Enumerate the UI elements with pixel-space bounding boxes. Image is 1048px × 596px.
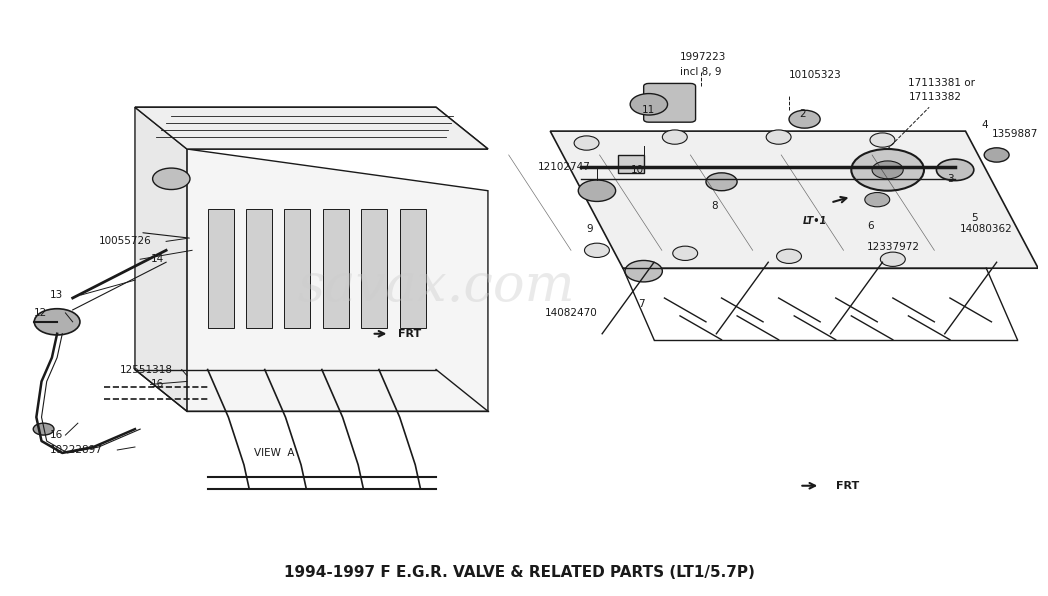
Text: FRT: FRT xyxy=(835,481,859,491)
Circle shape xyxy=(777,249,802,263)
Circle shape xyxy=(630,94,668,115)
Text: 10: 10 xyxy=(631,165,645,175)
Circle shape xyxy=(880,252,905,266)
Text: 12: 12 xyxy=(35,308,47,318)
Text: 16: 16 xyxy=(50,430,63,440)
Text: 5: 5 xyxy=(970,213,978,222)
Polygon shape xyxy=(323,209,349,328)
Text: savax.com: savax.com xyxy=(298,260,575,312)
FancyBboxPatch shape xyxy=(643,83,696,122)
Text: 12102747: 12102747 xyxy=(538,162,591,172)
Text: 11: 11 xyxy=(641,105,655,115)
Circle shape xyxy=(865,193,890,207)
Circle shape xyxy=(789,110,821,128)
Polygon shape xyxy=(617,155,643,173)
Polygon shape xyxy=(399,209,425,328)
Text: 2: 2 xyxy=(800,110,806,119)
Text: 6: 6 xyxy=(867,222,873,231)
Circle shape xyxy=(662,130,687,144)
Circle shape xyxy=(153,168,190,190)
Text: 1997223: 1997223 xyxy=(680,52,726,61)
Circle shape xyxy=(870,133,895,147)
Circle shape xyxy=(673,246,698,260)
Text: LT•1: LT•1 xyxy=(803,216,827,225)
Circle shape xyxy=(35,309,80,335)
Text: FRT: FRT xyxy=(397,329,421,339)
Circle shape xyxy=(706,173,737,191)
Circle shape xyxy=(585,243,609,257)
Polygon shape xyxy=(550,131,1039,268)
Circle shape xyxy=(625,260,662,282)
Text: 10055726: 10055726 xyxy=(99,237,151,246)
Text: 9: 9 xyxy=(587,225,593,234)
Text: 17113382: 17113382 xyxy=(909,92,961,101)
Text: 13: 13 xyxy=(50,290,63,300)
Text: incl 8, 9: incl 8, 9 xyxy=(680,67,721,76)
Circle shape xyxy=(578,180,615,201)
Text: 4: 4 xyxy=(981,120,987,130)
Text: VIEW  A: VIEW A xyxy=(255,448,294,458)
Circle shape xyxy=(34,423,54,435)
Polygon shape xyxy=(135,107,488,149)
Text: 16: 16 xyxy=(151,380,163,389)
Circle shape xyxy=(984,148,1009,162)
Circle shape xyxy=(574,136,599,150)
Polygon shape xyxy=(135,107,187,411)
Polygon shape xyxy=(284,209,310,328)
Text: 8: 8 xyxy=(712,201,718,210)
Polygon shape xyxy=(187,149,488,411)
Circle shape xyxy=(766,130,791,144)
Text: 14: 14 xyxy=(151,254,163,264)
Text: 14082470: 14082470 xyxy=(545,308,597,318)
Circle shape xyxy=(872,161,903,179)
Text: 3: 3 xyxy=(946,174,954,184)
Text: 1994-1997 F E.G.R. VALVE & RELATED PARTS (LT1/5.7P): 1994-1997 F E.G.R. VALVE & RELATED PARTS… xyxy=(284,564,755,580)
Text: 12551318: 12551318 xyxy=(119,365,172,374)
Polygon shape xyxy=(362,209,388,328)
Polygon shape xyxy=(208,209,234,328)
Circle shape xyxy=(851,149,924,191)
Text: 10222897: 10222897 xyxy=(50,445,103,455)
Text: 17113381 or: 17113381 or xyxy=(909,79,976,88)
Text: 12337972: 12337972 xyxy=(867,243,920,252)
Text: 10105323: 10105323 xyxy=(789,70,842,79)
Text: 14080362: 14080362 xyxy=(960,225,1013,234)
Text: 7: 7 xyxy=(638,299,646,309)
Text: 1359887: 1359887 xyxy=(991,129,1038,139)
Polygon shape xyxy=(246,209,272,328)
Circle shape xyxy=(937,159,974,181)
